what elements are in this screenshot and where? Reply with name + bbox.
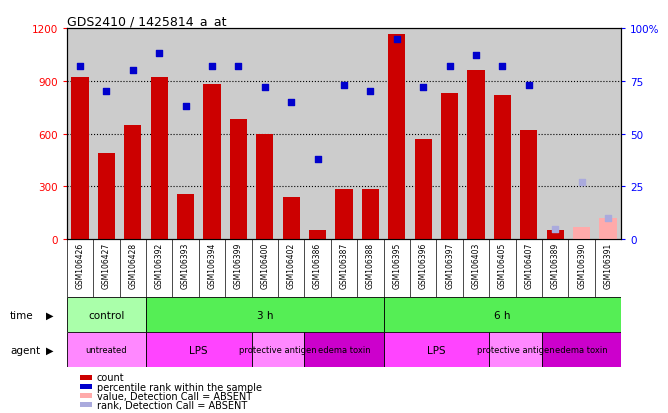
Point [75, 64, 86, 70]
Bar [542, 332, 621, 368]
Text: percentile rank within the sample: percentile rank within the sample [97, 382, 262, 392]
Point [312, 156, 323, 163]
Point [418, 85, 429, 91]
Text: GSM106399: GSM106399 [234, 242, 243, 289]
Text: LPS: LPS [427, 345, 446, 355]
Bar [489, 332, 542, 368]
Text: edema toxin: edema toxin [555, 346, 608, 354]
Point [497, 64, 508, 70]
Text: ▶: ▶ [46, 345, 54, 355]
Bar [71, 78, 89, 240]
Bar [257, 134, 273, 240]
Text: GSM106428: GSM106428 [128, 242, 138, 288]
Point [180, 104, 191, 110]
Bar [335, 190, 353, 240]
Bar [150, 78, 168, 240]
Bar [146, 297, 383, 332]
Text: GSM106387: GSM106387 [339, 242, 349, 289]
Bar [283, 197, 300, 240]
Text: GSM106402: GSM106402 [287, 242, 296, 289]
Text: untreated: untreated [86, 346, 127, 354]
Text: ▶: ▶ [46, 310, 54, 320]
Text: GSM106388: GSM106388 [366, 242, 375, 288]
Text: GSM106386: GSM106386 [313, 242, 322, 289]
Text: 6 h: 6 h [494, 310, 510, 320]
Bar [98, 154, 115, 240]
Bar [383, 332, 489, 368]
Bar [146, 332, 252, 368]
Bar [362, 190, 379, 240]
Point [101, 89, 112, 95]
Bar [252, 332, 305, 368]
Text: GSM106391: GSM106391 [604, 242, 613, 289]
Text: count: count [97, 373, 124, 382]
Bar [67, 297, 146, 332]
Bar [441, 94, 458, 240]
Point [444, 64, 455, 70]
Bar [230, 120, 247, 240]
Bar [415, 140, 432, 240]
Bar [309, 231, 326, 240]
Bar [305, 332, 383, 368]
Bar [546, 231, 564, 240]
Point [603, 215, 613, 222]
Bar [383, 297, 621, 332]
Text: GSM106392: GSM106392 [155, 242, 164, 289]
Text: value, Detection Call = ABSENT: value, Detection Call = ABSENT [97, 391, 252, 401]
Point [154, 51, 164, 57]
Point [339, 83, 349, 89]
Text: time: time [10, 310, 33, 320]
Bar [520, 131, 538, 240]
Text: GSM106426: GSM106426 [75, 242, 84, 289]
Text: GSM106390: GSM106390 [577, 242, 586, 289]
Text: GSM106407: GSM106407 [524, 242, 533, 289]
Bar [494, 96, 511, 240]
Text: GDS2410 / 1425814_a_at: GDS2410 / 1425814_a_at [67, 15, 226, 28]
Text: GSM106394: GSM106394 [208, 242, 216, 289]
Bar [599, 218, 617, 240]
Point [471, 53, 482, 59]
Text: LPS: LPS [190, 345, 208, 355]
Text: control: control [88, 310, 125, 320]
Text: GSM106400: GSM106400 [261, 242, 269, 289]
Point [206, 64, 217, 70]
Text: edema toxin: edema toxin [318, 346, 370, 354]
Text: agent: agent [10, 345, 40, 355]
Text: GSM106393: GSM106393 [181, 242, 190, 289]
Text: GSM106396: GSM106396 [419, 242, 428, 289]
Point [365, 89, 376, 95]
Point [128, 68, 138, 74]
Point [233, 64, 244, 70]
Text: GSM106427: GSM106427 [102, 242, 111, 289]
Text: GSM106405: GSM106405 [498, 242, 507, 289]
Bar [468, 71, 484, 240]
Text: protective antigen: protective antigen [477, 346, 554, 354]
Text: 3 h: 3 h [257, 310, 273, 320]
Point [576, 179, 587, 186]
Text: protective antigen: protective antigen [239, 346, 317, 354]
Bar [124, 126, 142, 240]
Bar [388, 35, 405, 240]
Text: GSM106403: GSM106403 [472, 242, 480, 289]
Point [550, 225, 560, 232]
Text: rank, Detection Call = ABSENT: rank, Detection Call = ABSENT [97, 400, 247, 410]
Point [259, 85, 270, 91]
Text: GSM106397: GSM106397 [445, 242, 454, 289]
Point [286, 99, 297, 106]
Text: GSM106395: GSM106395 [392, 242, 401, 289]
Bar [67, 332, 146, 368]
Point [524, 83, 534, 89]
Bar [204, 85, 220, 240]
Bar [573, 227, 591, 240]
Text: GSM106389: GSM106389 [550, 242, 560, 289]
Bar [177, 195, 194, 240]
Point [391, 36, 402, 43]
